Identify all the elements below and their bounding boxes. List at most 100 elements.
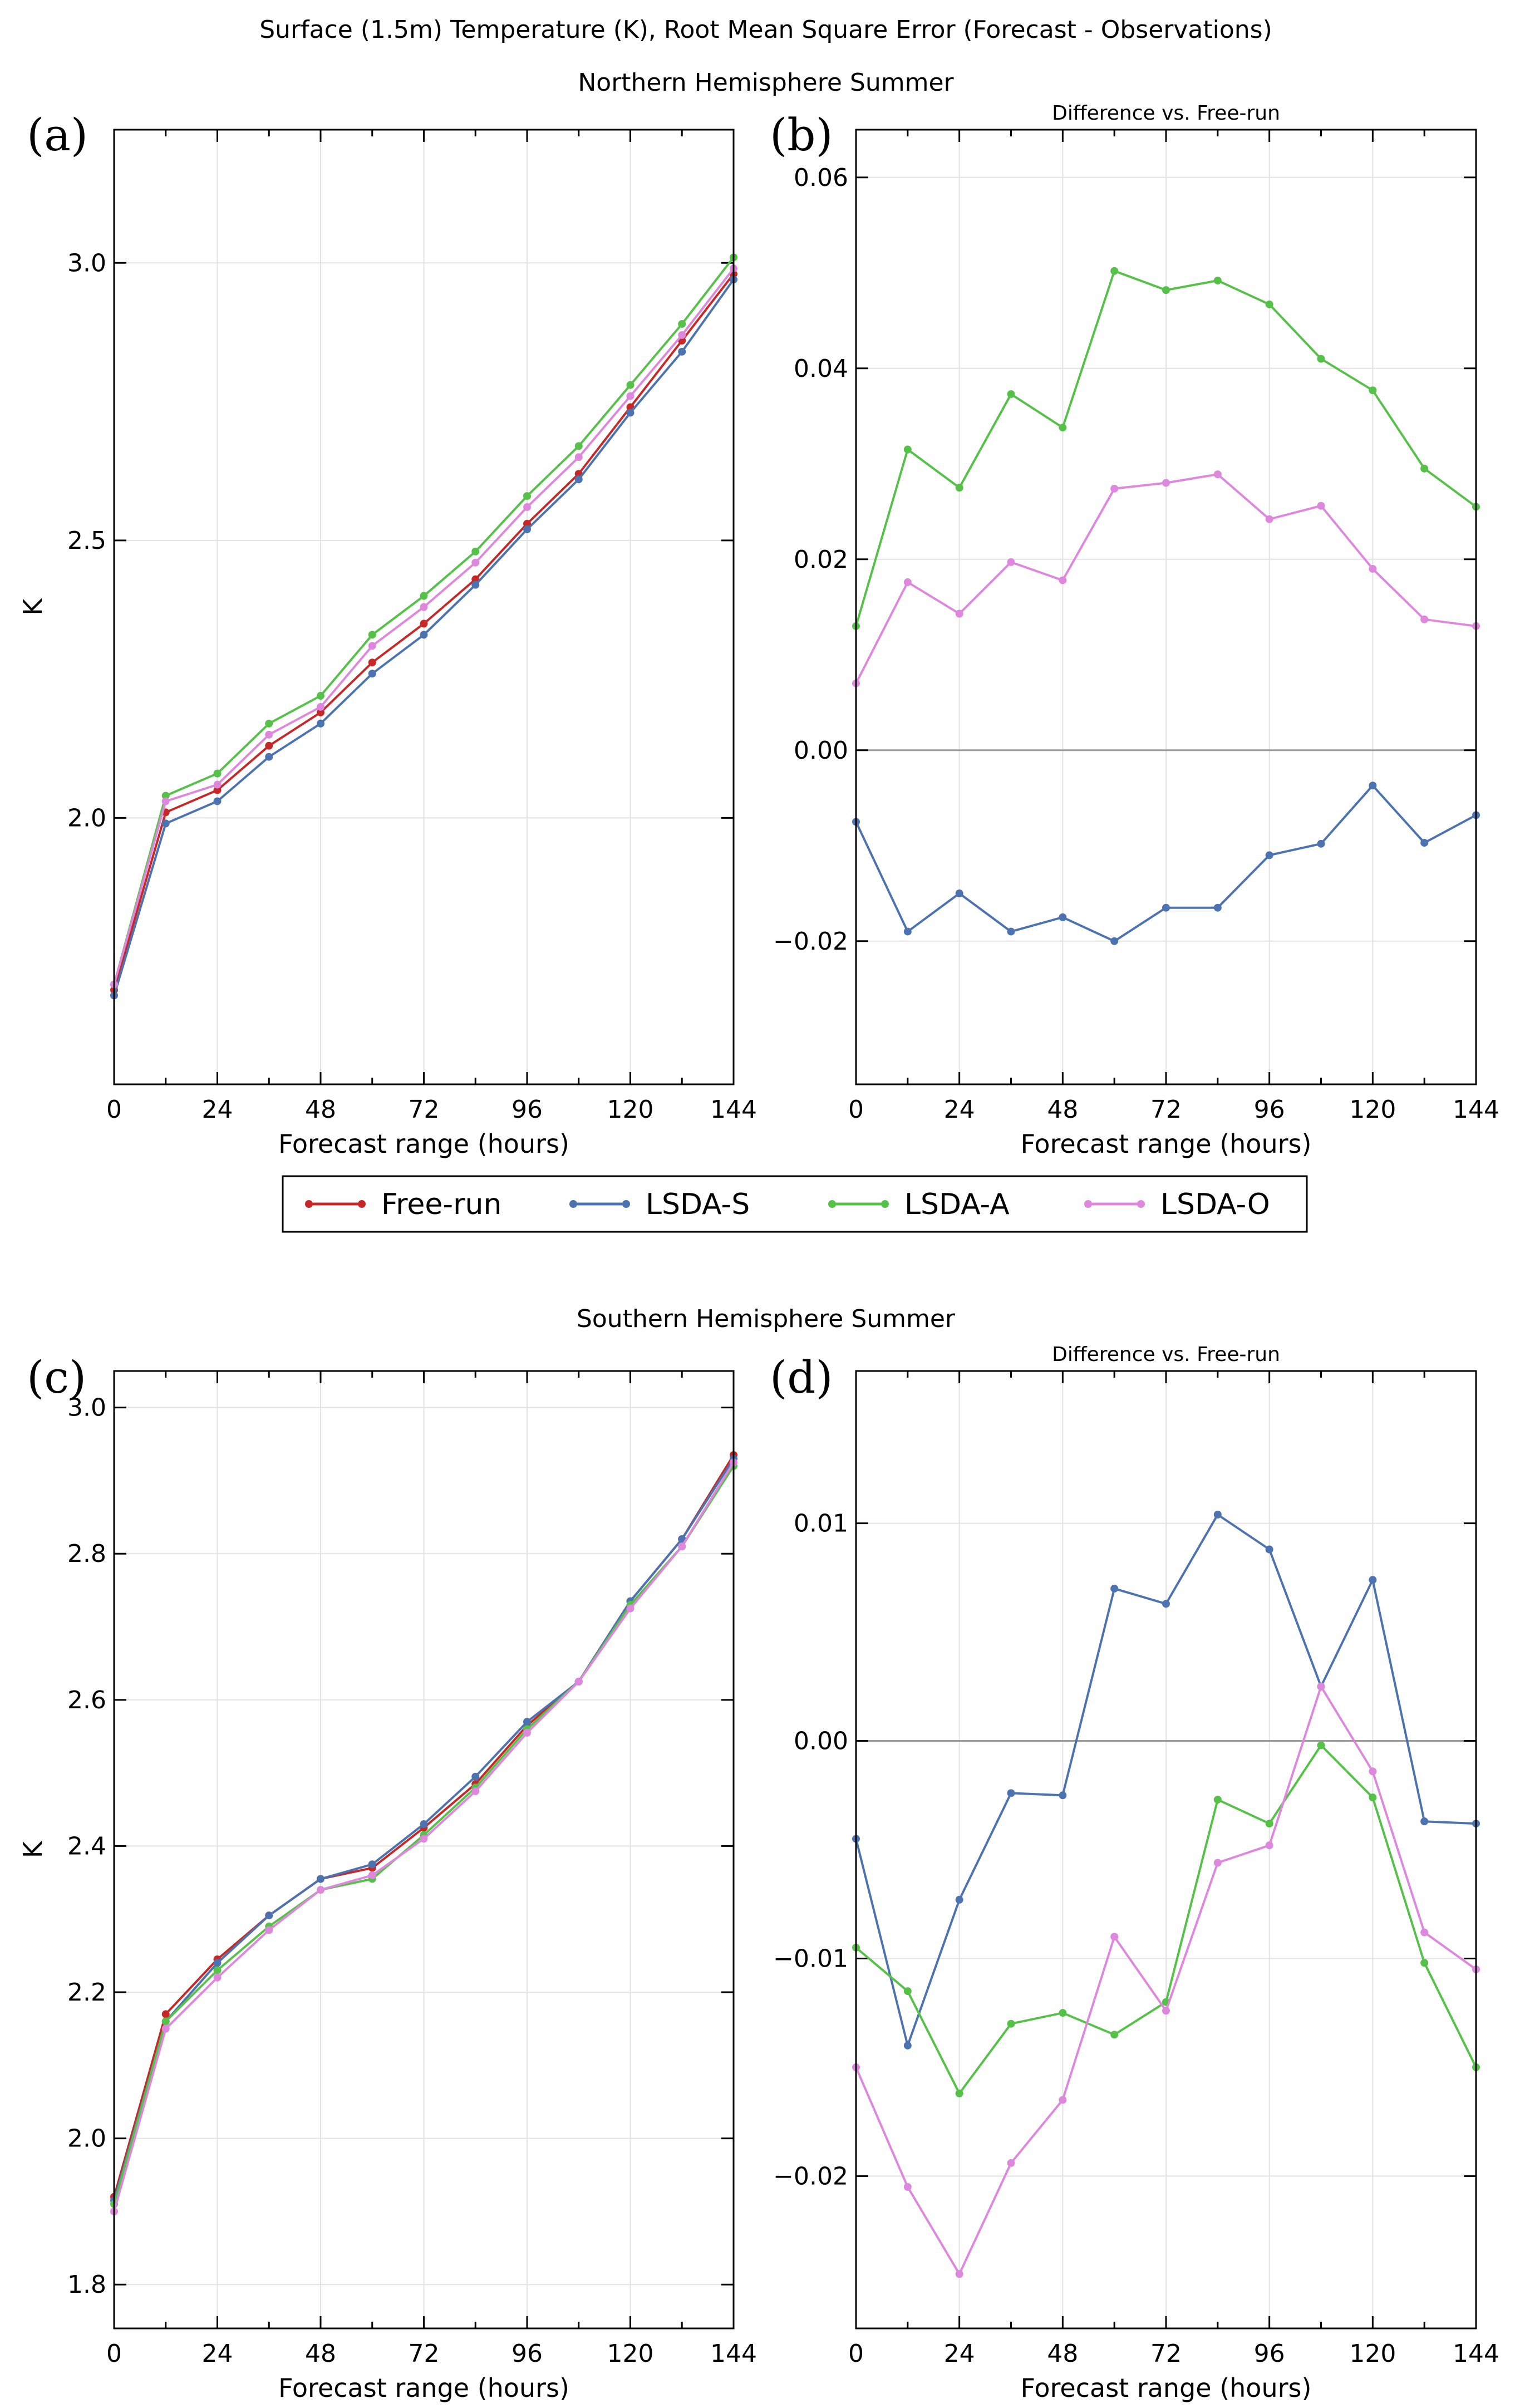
panel-d-point-lsda-s	[1420, 1817, 1429, 1826]
panel-d-ytick-label: −0.02	[773, 2162, 848, 2190]
panel-d-point-lsda-o	[1110, 1933, 1119, 1941]
panel-a-point-lsda-o	[626, 392, 634, 400]
panel-b-point-lsda-o	[1007, 558, 1015, 566]
panel-c-xtick-label: 72	[409, 2340, 440, 2368]
panel-b-point-lsda-a	[1110, 267, 1119, 275]
panel-c-xtick-label: 24	[202, 2340, 233, 2368]
panel-a-point-free-run	[317, 708, 324, 716]
panel-d-point-lsda-a	[1059, 2009, 1067, 2017]
panel-c-ytick-label: 2.0	[67, 2125, 106, 2153]
panel-b-point-lsda-o	[1420, 615, 1429, 623]
panel-b-point-lsda-a	[1213, 276, 1222, 284]
panel-a-point-lsda-a	[161, 792, 170, 800]
panel-d-point-lsda-o	[1265, 1841, 1273, 1850]
panel-b-point-lsda-a	[1369, 386, 1377, 395]
panel-c-point-lsda-a	[161, 2017, 170, 2026]
legend-marker-lsda-o	[1137, 1200, 1145, 1208]
panel-b-point-lsda-s	[1162, 903, 1170, 912]
panel-c: 0 24 48 72 96 120 144 1.8 2.0 2.2 2.4 2.6 2.8 3.0 Fore…	[18, 1352, 757, 2403]
panel-d-point-lsda-s	[1369, 1576, 1377, 1584]
panel-b-point-lsda-s	[1369, 782, 1377, 790]
panel-a-point-lsda-s	[574, 475, 583, 484]
panel-c-point-lsda-s	[678, 1535, 686, 1543]
panel-d-point-lsda-a	[1369, 1793, 1377, 1802]
panel-a-xtick-label: 96	[511, 1095, 543, 1124]
panel-b-point-lsda-a	[1265, 300, 1273, 308]
panel-d-point-lsda-a	[955, 2089, 963, 2097]
panel-d-point-lsda-o	[903, 2183, 912, 2191]
panel-c-xtick-label: 120	[607, 2340, 654, 2368]
panel-d-xtick-label: 72	[1150, 2340, 1182, 2368]
panel-a-label: (a)	[27, 109, 88, 161]
panel-a-point-lsda-o	[161, 797, 170, 805]
panel-b-point-lsda-s	[1213, 903, 1222, 912]
panel-b-point-lsda-s	[1265, 851, 1273, 859]
panel-d-point-lsda-s	[955, 1895, 963, 1904]
panel-c-point-lsda-s	[317, 1875, 324, 1883]
legend-marker-free-run	[358, 1200, 366, 1208]
panel-b-ytick-label: 0.04	[794, 355, 848, 383]
panel-a-point-lsda-o	[574, 453, 583, 461]
panel-c-xtick-label: 48	[305, 2340, 336, 2368]
panel-d-ytick-label: −0.01	[773, 1944, 848, 1973]
legend: Free-run LSDA-S LSDA-A LSDA-O	[282, 1175, 1308, 1233]
panel-b-ytick-label: 0.00	[794, 736, 848, 765]
figure-title: Surface (1.5m) Temperature (K), Root Mea…	[259, 16, 1272, 44]
panel-b-title: Difference vs. Free-run	[1052, 102, 1280, 125]
panel-b-point-lsda-a	[1420, 464, 1429, 473]
panel-b-frame	[855, 129, 1477, 1085]
panel-c-xtick-label: 0	[106, 2340, 122, 2368]
panel-b-ytick-label: 0.02	[794, 546, 848, 574]
panel-c-point-lsda-o	[523, 1728, 531, 1737]
panel-c-point-lsda-s	[523, 1718, 531, 1726]
panel-c-point-lsda-o	[471, 1787, 480, 1795]
panel-d-point-lsda-a	[903, 1987, 912, 1996]
panel-c-label: (c)	[27, 1352, 86, 1403]
panel-d-point-lsda-a	[1213, 1796, 1222, 1804]
panel-d-frame	[855, 1370, 1477, 2330]
legend-label-lsda-s: LSDA-S	[646, 1188, 750, 1221]
panel-a-point-lsda-o	[523, 503, 531, 512]
legend-marker-lsda-a	[828, 1200, 836, 1208]
panel-b-point-lsda-s	[1110, 937, 1119, 945]
panel-d-point-lsda-s	[1059, 1791, 1067, 1800]
panel-b-label: (b)	[770, 109, 833, 161]
panel-d-point-lsda-s	[1265, 1545, 1273, 1554]
panel-d-point-lsda-o	[1059, 2096, 1067, 2104]
panel-c-point-lsda-o	[317, 1886, 324, 1894]
panel-a-ytick-label: 2.0	[67, 804, 106, 832]
panel-c-point-lsda-o	[161, 2024, 170, 2033]
panel-a-xtick-label: 24	[202, 1095, 233, 1124]
panel-d-point-lsda-s	[1213, 1511, 1222, 1518]
panel-a-xlabel: Forecast range (hours)	[278, 1129, 569, 1159]
panel-b-point-lsda-o	[1265, 515, 1273, 523]
panel-b-point-lsda-a	[1059, 424, 1067, 432]
panel-a-point-lsda-s	[523, 525, 531, 533]
panel-d-point-lsda-a	[1420, 1959, 1429, 1967]
panel-a-point-free-run	[368, 658, 376, 667]
panel-a-point-lsda-a	[265, 719, 273, 728]
panel-b-xtick-label: 120	[1349, 1095, 1396, 1124]
panel-d-point-lsda-s	[1162, 1600, 1170, 1608]
panel-d-xtick-label: 24	[944, 2340, 975, 2368]
panel-b-point-lsda-s	[1317, 839, 1325, 848]
panel-d-xtick-label: 120	[1349, 2340, 1396, 2368]
legend-marker-lsda-a	[881, 1200, 889, 1208]
panel-c-point-lsda-o	[420, 1835, 428, 1843]
panel-d-point-lsda-s	[1007, 1789, 1015, 1797]
panel-d-xtick-label: 48	[1047, 2340, 1078, 2368]
panel-d-point-lsda-o	[1369, 1767, 1377, 1776]
panel-a-xtick-label: 48	[305, 1095, 336, 1124]
legend-marker-lsda-s	[622, 1200, 630, 1208]
panel-a-point-lsda-a	[678, 320, 686, 328]
panel-a-ylabel: K	[18, 598, 48, 616]
panel-d-ytick-label: 0.01	[794, 1510, 848, 1538]
panel-c-point-lsda-s	[420, 1820, 428, 1829]
panel-b-xtick-label: 72	[1150, 1095, 1182, 1124]
panel-a-point-lsda-a	[368, 631, 376, 639]
panel-d-point-lsda-a	[1007, 2019, 1015, 2028]
panel-a-frame	[113, 129, 735, 1085]
panel-a-point-lsda-o	[265, 730, 273, 739]
panel-a-point-lsda-a	[574, 442, 583, 450]
panel-a-point-lsda-s	[317, 719, 324, 728]
